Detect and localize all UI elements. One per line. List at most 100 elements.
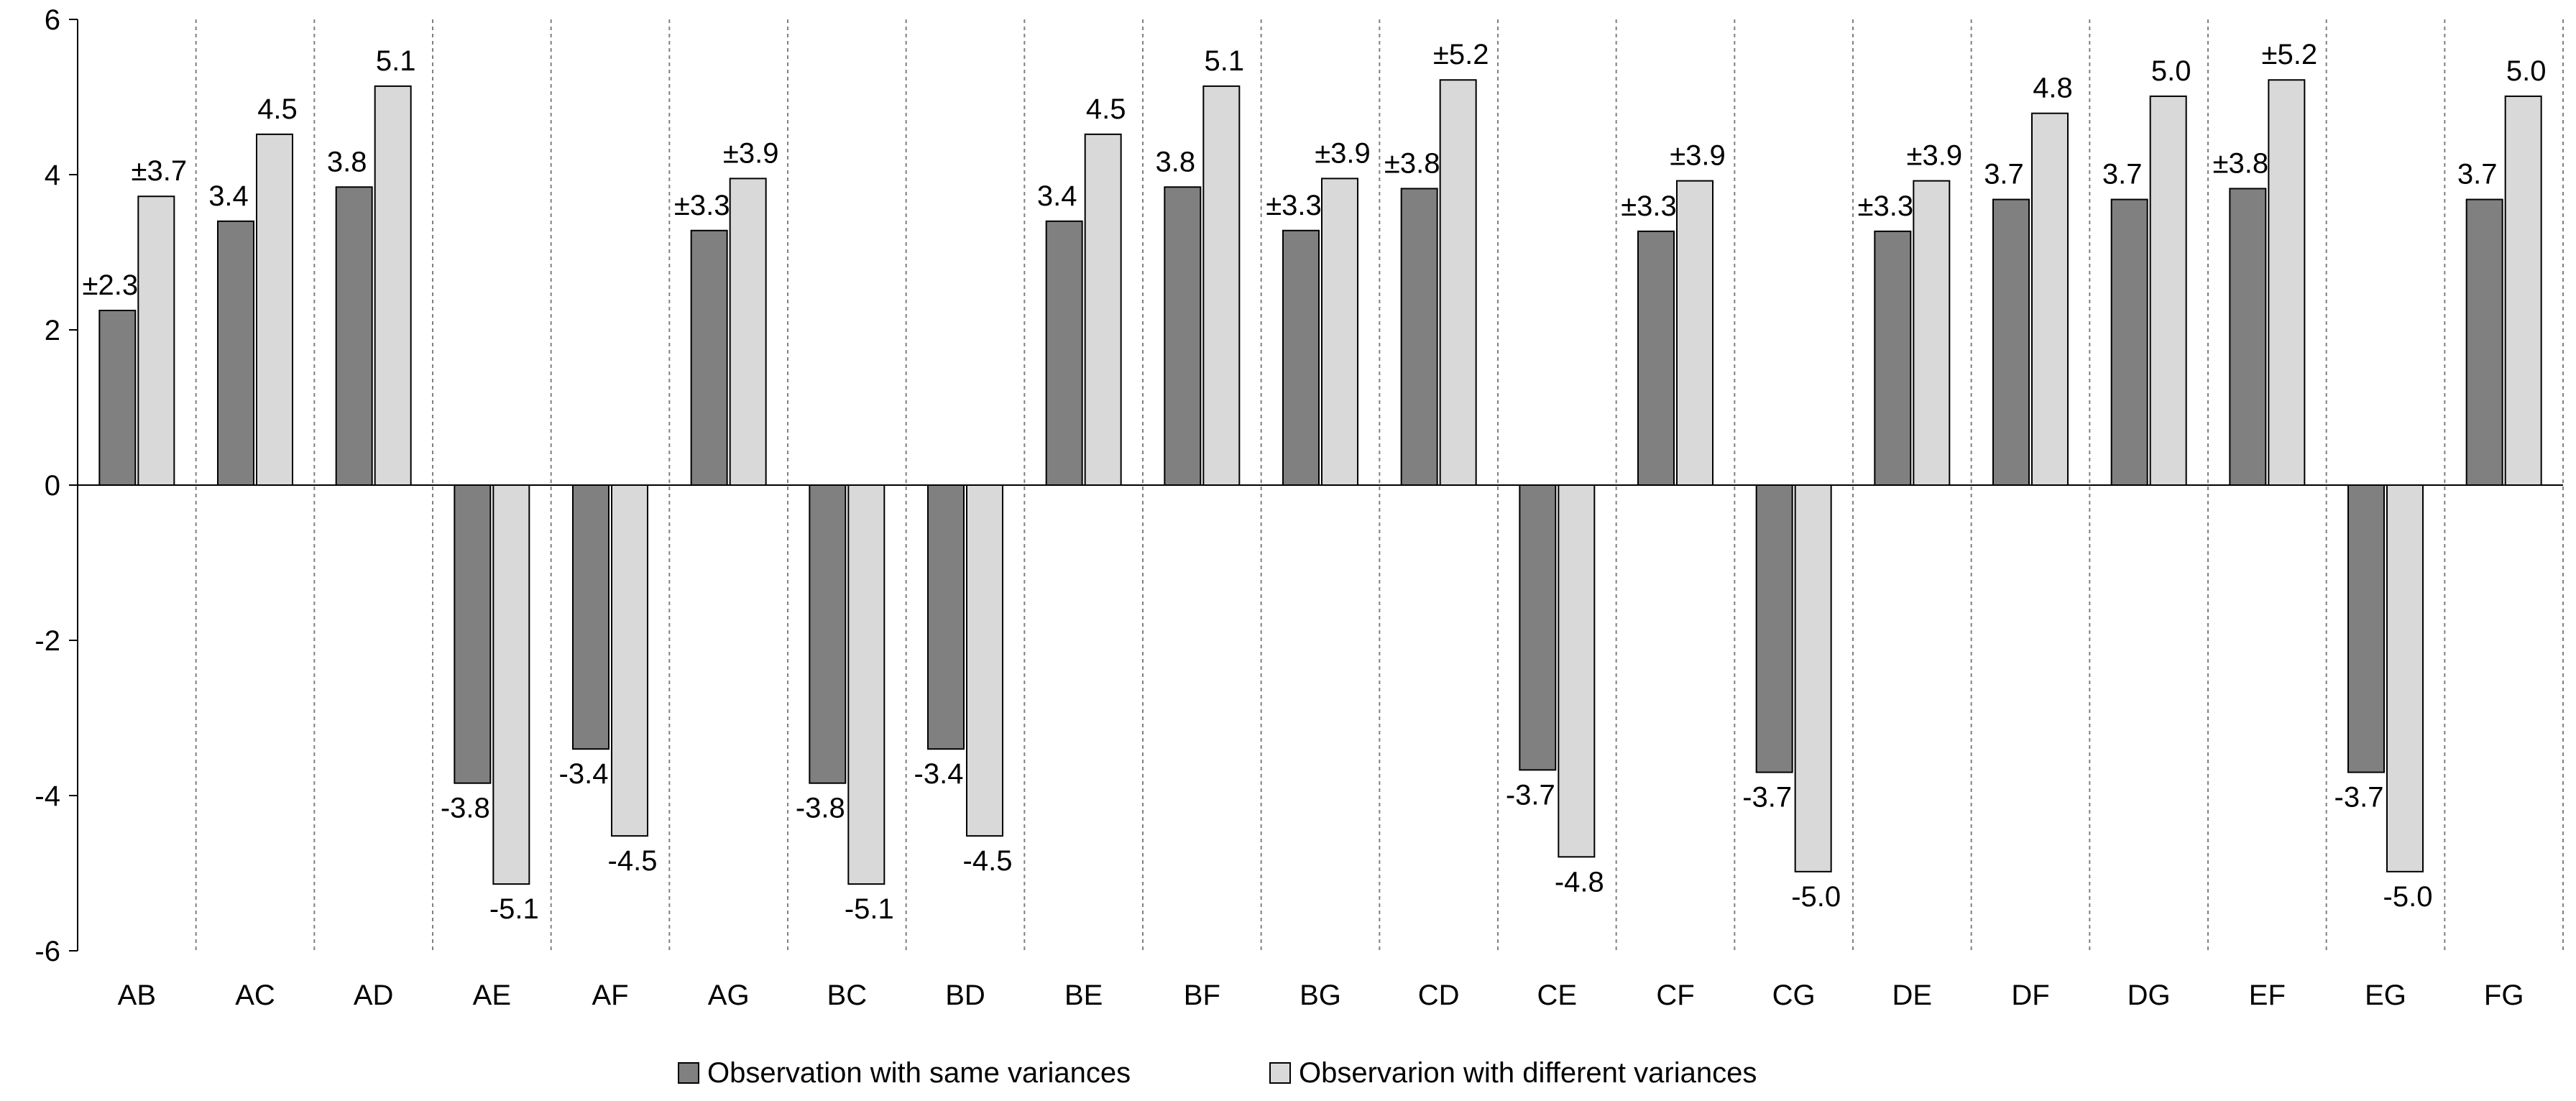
legend-swatch-different-variances — [1269, 1062, 1291, 1084]
data-label: ±3.8 — [2213, 147, 2269, 179]
data-label: -4.8 — [1555, 866, 1604, 898]
x-category-label: DF — [2011, 980, 2049, 1011]
data-label: 4.5 — [257, 93, 298, 125]
bar-same-variances — [1282, 229, 1320, 486]
y-tick-label: -2 — [34, 625, 60, 657]
x-category-label: FG — [2484, 980, 2524, 1011]
legend: Observation with same variances Observar… — [678, 1057, 1757, 1089]
bar-different-variances — [137, 195, 175, 486]
x-category-label: DE — [1892, 980, 1933, 1011]
bar-different-variances — [1558, 484, 1596, 858]
bar-same-variances — [2465, 198, 2503, 486]
data-label: 4.5 — [1086, 93, 1126, 125]
data-label: 5.0 — [2506, 55, 2547, 87]
bar-same-variances — [1992, 198, 2030, 486]
x-category-label: AF — [592, 980, 628, 1011]
bar-different-variances — [611, 484, 648, 837]
data-label: -3.8 — [441, 793, 490, 824]
bar-different-variances — [2504, 95, 2542, 487]
data-label: -3.4 — [914, 758, 964, 790]
bar-different-variances — [2268, 79, 2306, 487]
bar-different-variances — [2149, 95, 2187, 487]
x-category-label: EG — [2365, 980, 2406, 1011]
y-axis-ticks: -6 -4 -2 0 2 4 6 — [34, 4, 78, 967]
data-label: ±3.9 — [723, 137, 779, 169]
bar-same-variances — [98, 310, 137, 486]
data-label: -5.0 — [2383, 881, 2433, 913]
bar-same-variances — [1637, 230, 1675, 486]
data-label: 3.8 — [327, 146, 367, 178]
legend-label-different-variances: Observarion with different variances — [1299, 1057, 1757, 1089]
data-label: ±3.9 — [1670, 140, 1726, 172]
bar-different-variances — [1439, 79, 1477, 487]
bar-different-variances — [1084, 133, 1122, 486]
bar-same-variances — [572, 484, 610, 750]
x-category-label: AE — [473, 980, 511, 1011]
data-labels: ±2.3 ±3.7 3.4 4.5 3.8 5.1 -3.8 -5.1 -3.4 -4.5 ±3.3… — [83, 39, 2547, 925]
data-label: -3.4 — [559, 758, 609, 790]
data-label: ±3.3 — [1858, 190, 1914, 222]
bar-different-variances — [492, 484, 530, 885]
bar-same-variances — [454, 484, 492, 784]
data-label: 5.1 — [1205, 45, 1245, 77]
x-category-label: BF — [1184, 980, 1220, 1011]
data-label: ±3.9 — [1315, 137, 1371, 169]
data-label: ±3.3 — [1266, 190, 1322, 221]
bar-different-variances — [847, 484, 886, 885]
bar-same-variances — [1045, 220, 1083, 486]
bar-different-variances — [966, 484, 1003, 837]
data-label: 3.8 — [1156, 146, 1196, 178]
data-label: -4.5 — [963, 845, 1013, 877]
y-tick-label: -4 — [34, 780, 60, 812]
x-category-label: CE — [1537, 980, 1578, 1011]
data-label: 4.8 — [2033, 73, 2073, 104]
bar-same-variances — [1519, 484, 1557, 771]
data-label: -3.7 — [1506, 779, 1555, 811]
bar-different-variances — [1676, 180, 1714, 486]
bar-different-variances — [256, 133, 293, 486]
data-label: -3.8 — [796, 793, 845, 824]
y-tick-label: 0 — [45, 470, 60, 502]
data-label: 3.4 — [1037, 180, 1077, 212]
data-label: ±3.3 — [674, 190, 730, 221]
data-label: ±2.3 — [83, 270, 139, 301]
data-label: -5.1 — [845, 893, 894, 925]
x-category-label: CF — [1656, 980, 1694, 1011]
bar-different-variances — [2031, 112, 2069, 486]
data-label: 5.0 — [2151, 55, 2191, 87]
bar-same-variances — [1164, 186, 1202, 486]
y-tick-label: 6 — [45, 4, 60, 36]
bar-different-variances — [1202, 85, 1241, 486]
y-tick-label: 4 — [45, 160, 60, 191]
bar-same-variances — [1755, 484, 1793, 773]
bar-different-variances — [2386, 484, 2424, 872]
x-category-label: DG — [2128, 980, 2171, 1011]
data-label: ±3.3 — [1621, 190, 1677, 222]
y-tick-label: -6 — [34, 936, 60, 967]
bar-different-variances — [729, 178, 767, 486]
data-label: -5.1 — [489, 893, 539, 925]
x-category-label: BG — [1300, 980, 1341, 1011]
bar-different-variances — [1913, 180, 1951, 486]
data-label: ±3.8 — [1384, 147, 1440, 179]
data-label: -3.7 — [1742, 782, 1792, 814]
bar-same-variances — [2110, 198, 2148, 486]
bar-different-variances — [1321, 178, 1358, 486]
data-label: ±5.2 — [2262, 39, 2318, 70]
legend-label-same-variances: Observation with same variances — [707, 1057, 1131, 1089]
bar-different-variances — [374, 85, 412, 486]
x-category-label: BC — [827, 980, 868, 1011]
legend-swatch-same-variances — [678, 1062, 699, 1084]
bar-same-variances — [1874, 230, 1912, 486]
bar-same-variances — [217, 220, 254, 486]
bar-same-variances — [2347, 484, 2385, 773]
category-separators — [195, 19, 2564, 951]
bar-same-variances — [690, 229, 728, 486]
data-label: ±5.2 — [1433, 39, 1489, 70]
data-label: ±3.7 — [132, 155, 188, 187]
x-category-label: BD — [945, 980, 985, 1011]
y-tick-label: 2 — [45, 315, 60, 346]
data-label: -5.0 — [1791, 881, 1841, 913]
bar-same-variances — [2229, 188, 2267, 486]
